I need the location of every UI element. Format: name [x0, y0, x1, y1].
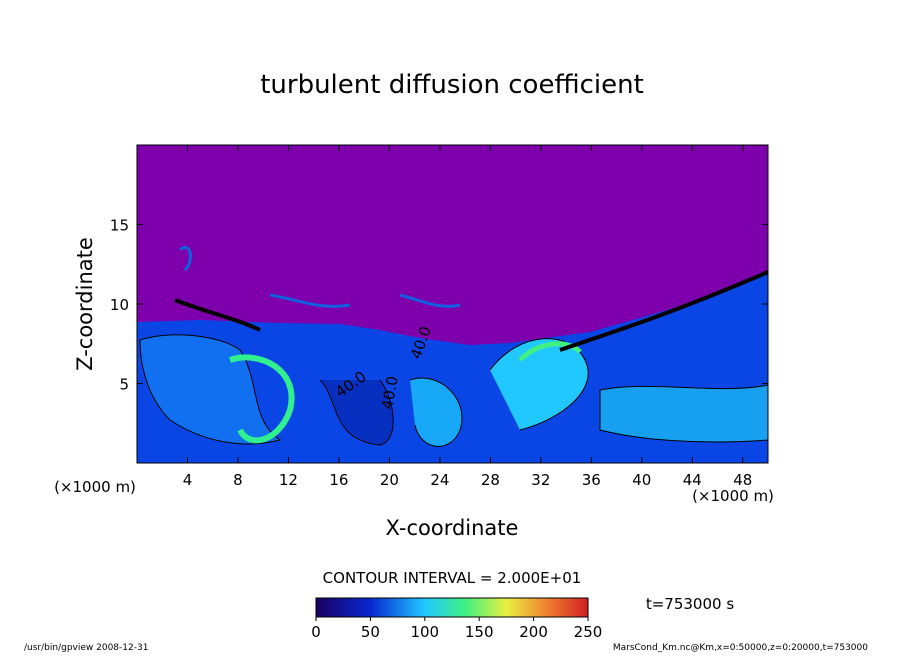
x-tick-label: 32 [531, 471, 550, 489]
swirl [489, 338, 589, 431]
colorbar-tick-label: 0 [311, 623, 321, 641]
footer-right: MarsCond_Km.nc@Km,x=0:50000,z=0:20000,t=… [613, 643, 868, 653]
swirl [139, 334, 282, 445]
x-tick-label: 36 [582, 471, 601, 489]
chart-title: turbulent diffusion coefficient [260, 70, 644, 100]
x-tick-label: 44 [683, 471, 702, 489]
contour-label: 40.0 [378, 375, 402, 411]
x-unit-label: (×1000 m) [54, 478, 136, 496]
field: 40.0 40.0 40.0 [137, 145, 768, 463]
x-tick-label: 48 [733, 471, 752, 489]
y-tick-label: 5 [119, 376, 129, 394]
swirl [229, 354, 295, 444]
swirl [409, 377, 463, 447]
contour-band [174, 270, 768, 352]
y-tick-label: 10 [110, 296, 129, 314]
contour-band [178, 246, 461, 308]
x-tick-label: 12 [279, 471, 298, 489]
x-tick-label: 8 [233, 471, 243, 489]
time-label: t=753000 s [646, 595, 734, 613]
swirl [319, 379, 394, 446]
y-axis-label: Z-coordinate [73, 237, 97, 371]
colorbar-tick-label: 150 [465, 623, 494, 641]
x-tick-label: 20 [380, 471, 399, 489]
swirl [599, 384, 768, 443]
x-tick-label: 24 [430, 471, 449, 489]
footer-left: /usr/bin/gpview 2008-12-31 [24, 643, 148, 653]
colorbar-tick-label: 200 [519, 623, 548, 641]
colorbar [315, 597, 589, 618]
colorbar-tick-label: 100 [410, 623, 439, 641]
contour-interval: CONTOUR INTERVAL = 2.000E+01 [323, 569, 582, 587]
x-tick-label: 28 [481, 471, 500, 489]
x-tick-label: 40 [632, 471, 651, 489]
colorbar-tick-label: 50 [361, 623, 380, 641]
x-unit-label: (×1000 m) [692, 487, 774, 505]
colorbar-tick-label: 250 [574, 623, 603, 641]
x-tick-label: 4 [183, 471, 193, 489]
x-tick-label: 16 [329, 471, 348, 489]
swirl [518, 341, 582, 362]
x-axis-label: X-coordinate [386, 516, 519, 540]
y-tick-label: 15 [110, 217, 129, 235]
